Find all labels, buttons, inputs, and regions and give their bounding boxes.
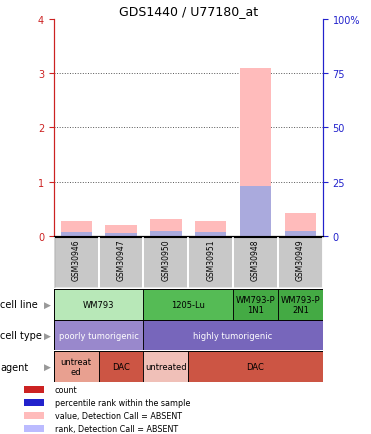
Bar (285, 231, 316, 237)
Bar (150, 219, 181, 237)
Bar (105, 233, 137, 237)
Bar (54, 321, 144, 350)
Text: GSM30950: GSM30950 (161, 239, 170, 280)
Bar (144, 289, 233, 320)
Text: WM793-P
2N1: WM793-P 2N1 (280, 295, 320, 314)
Bar (144, 321, 323, 350)
Text: WM793: WM793 (83, 300, 114, 309)
Text: count: count (55, 385, 77, 395)
Bar (195, 221, 226, 237)
Bar (195, 232, 226, 237)
Text: ▶: ▶ (44, 331, 51, 340)
Bar (54, 352, 99, 382)
Bar (24, 413, 44, 420)
Text: DAC: DAC (112, 362, 130, 371)
Bar (233, 237, 278, 289)
Bar (278, 289, 323, 320)
Text: DAC: DAC (247, 362, 265, 371)
Bar (99, 352, 144, 382)
Bar (105, 226, 137, 237)
Text: GSM30947: GSM30947 (116, 239, 125, 280)
Text: cell type: cell type (0, 331, 42, 340)
Bar (240, 68, 271, 237)
Text: rank, Detection Call = ABSENT: rank, Detection Call = ABSENT (55, 424, 178, 434)
Text: agent: agent (0, 362, 29, 372)
Bar (54, 289, 144, 320)
Bar (278, 237, 323, 289)
Bar (188, 352, 323, 382)
Text: 1205-Lu: 1205-Lu (171, 300, 205, 309)
Bar (60, 221, 92, 237)
Text: percentile rank within the sample: percentile rank within the sample (55, 398, 190, 408)
Bar (24, 387, 44, 394)
Bar (150, 232, 181, 237)
Text: highly tumorigenic: highly tumorigenic (194, 331, 273, 340)
Text: WM793-P
1N1: WM793-P 1N1 (236, 295, 275, 314)
Text: untreat
ed: untreat ed (61, 357, 92, 376)
Bar (24, 425, 44, 433)
Text: ▶: ▶ (44, 300, 51, 309)
Text: poorly tumorigenic: poorly tumorigenic (59, 331, 138, 340)
Bar (60, 232, 92, 237)
Bar (54, 237, 99, 289)
Bar (99, 237, 144, 289)
Text: GSM30949: GSM30949 (296, 239, 305, 280)
Text: untreated: untreated (145, 362, 187, 371)
Text: cell line: cell line (0, 300, 38, 309)
Text: value, Detection Call = ABSENT: value, Detection Call = ABSENT (55, 411, 182, 421)
Bar (233, 289, 278, 320)
Title: GDS1440 / U77180_at: GDS1440 / U77180_at (119, 5, 258, 18)
Text: GSM30951: GSM30951 (206, 239, 215, 280)
Text: ▶: ▶ (44, 362, 51, 371)
Bar (188, 237, 233, 289)
Bar (285, 214, 316, 237)
Bar (240, 187, 271, 237)
Bar (144, 352, 188, 382)
Text: GSM30948: GSM30948 (251, 239, 260, 280)
Bar (24, 400, 44, 407)
Text: GSM30946: GSM30946 (72, 239, 81, 280)
Bar (144, 237, 188, 289)
